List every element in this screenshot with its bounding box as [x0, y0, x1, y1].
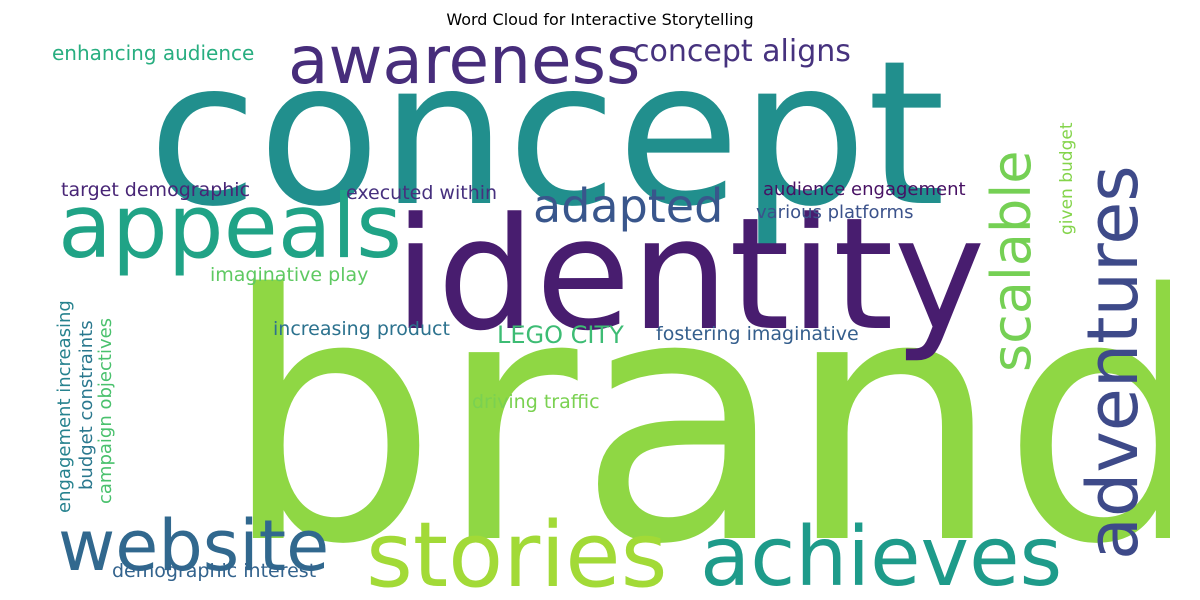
word-increasing-product: increasing product: [273, 318, 450, 340]
word-stories: stories: [366, 503, 668, 597]
word-executed-within: executed within: [346, 182, 498, 204]
word-concept: concept: [148, 30, 946, 251]
word-given-budget: given budget: [1057, 122, 1077, 235]
word-concept-aligns: concept aligns: [633, 34, 851, 69]
word-audience-engagement: audience engagement: [763, 179, 966, 200]
word-appeals: appeals: [58, 175, 403, 278]
word-budget-constraints: budget constraints: [76, 320, 97, 490]
word-demographic-interest: demographic interest: [112, 560, 317, 582]
word-brand: brand: [222, 223, 1170, 596]
word-achieves: achieves: [700, 510, 1063, 597]
word-lego-city: LEGO CITY: [497, 321, 624, 349]
word-identity: identity: [394, 184, 986, 365]
word-scalable: scalable: [980, 150, 1043, 372]
chart-title: Word Cloud for Interactive Storytelling: [446, 10, 754, 29]
word-adventures: adventures: [1072, 165, 1154, 560]
word-fostering-imaginative: fostering imaginative: [656, 323, 859, 345]
word-cloud: brand concept identity appeals awareness…: [30, 30, 1170, 596]
word-engagement-increasing: engagement increasing: [54, 300, 75, 513]
word-driving-traffic: driving traffic: [472, 391, 600, 413]
word-various-platforms: various platforms: [756, 202, 914, 223]
word-adapted: adapted: [533, 179, 724, 233]
word-enhancing-audience: enhancing audience: [52, 41, 255, 65]
word-awareness: awareness: [288, 30, 641, 99]
word-website: website: [58, 505, 330, 587]
word-campaign-objectives: campaign objectives: [95, 317, 116, 504]
word-imaginative-play: imaginative play: [210, 264, 369, 286]
word-target-demographic: target demographic: [61, 179, 251, 201]
